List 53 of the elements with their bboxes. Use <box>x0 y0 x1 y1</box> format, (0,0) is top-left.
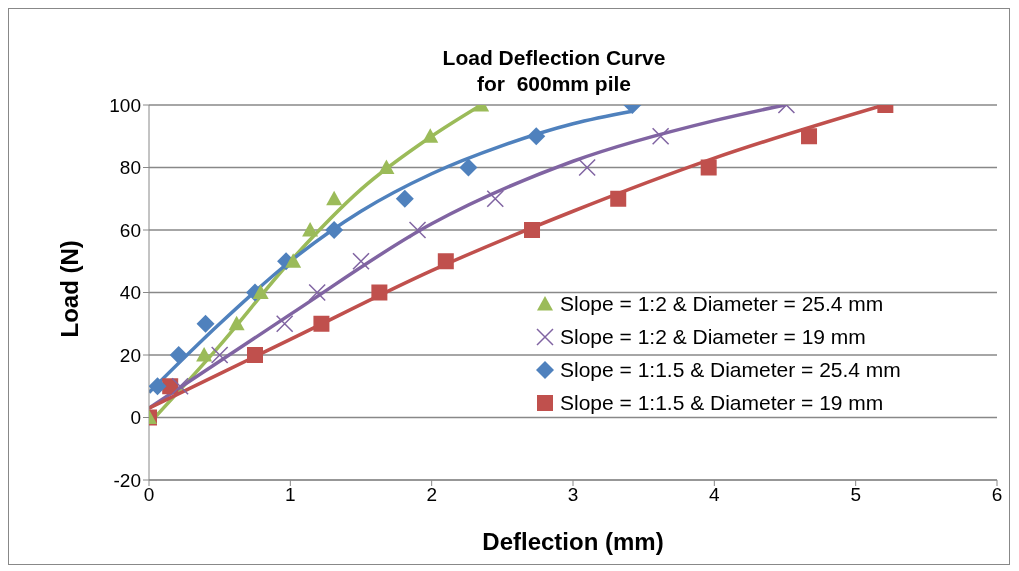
point <box>275 315 294 333</box>
legend-label: Slope = 1:2 & Diameter = 25.4 mm <box>560 291 884 317</box>
x-tick-label: 1 <box>285 484 296 506</box>
point <box>437 253 454 270</box>
point <box>700 159 717 176</box>
y-tick-label: 80 <box>119 157 141 179</box>
point <box>313 315 330 332</box>
point <box>196 314 215 333</box>
point <box>210 346 229 364</box>
point <box>169 346 188 364</box>
point <box>801 128 818 145</box>
legend-label: Slope = 1:2 & Diameter = 19 mm <box>560 324 866 350</box>
point <box>252 284 269 299</box>
point <box>149 377 167 396</box>
point <box>196 347 213 362</box>
point <box>610 190 627 207</box>
x-tick-label: 2 <box>426 484 437 506</box>
x-tick-label: 0 <box>143 484 155 506</box>
y-tick-label: 100 <box>109 94 141 116</box>
y-tick-label: 0 <box>130 407 141 429</box>
x-tick-label: 6 <box>991 484 1003 506</box>
point <box>352 252 370 270</box>
point <box>651 127 670 145</box>
x-tick-label: 4 <box>709 484 721 506</box>
legend-label: Slope = 1:1.5 & Diameter = 25.4 mm <box>560 357 901 383</box>
point <box>371 284 388 301</box>
point <box>408 221 427 239</box>
chart-title: Load Deflection Curve for 600mm pile <box>441 45 667 97</box>
point <box>422 128 439 143</box>
y-tick-label: 60 <box>119 219 141 241</box>
point <box>486 190 505 208</box>
point <box>228 315 245 331</box>
point <box>302 222 319 237</box>
point <box>326 190 343 206</box>
point <box>325 221 344 239</box>
legend-label: Slope = 1:1.5 & Diameter = 19 mm <box>560 390 884 416</box>
point <box>247 347 263 363</box>
point <box>378 159 395 174</box>
x-tick-label: 3 <box>567 484 579 506</box>
point <box>395 189 414 208</box>
y-tick-label: -20 <box>113 469 141 491</box>
point <box>527 127 546 146</box>
point <box>459 158 478 177</box>
point <box>285 253 302 268</box>
y-tick-label: 40 <box>119 282 141 304</box>
point <box>308 283 326 302</box>
point <box>524 222 541 238</box>
y-axis-title: Load (N) <box>55 240 83 338</box>
x-axis-title: Deflection (mm) <box>482 528 664 555</box>
x-tick-label: 5 <box>850 484 861 506</box>
point <box>171 377 189 395</box>
y-tick-label: 20 <box>119 344 141 366</box>
point <box>578 158 596 177</box>
